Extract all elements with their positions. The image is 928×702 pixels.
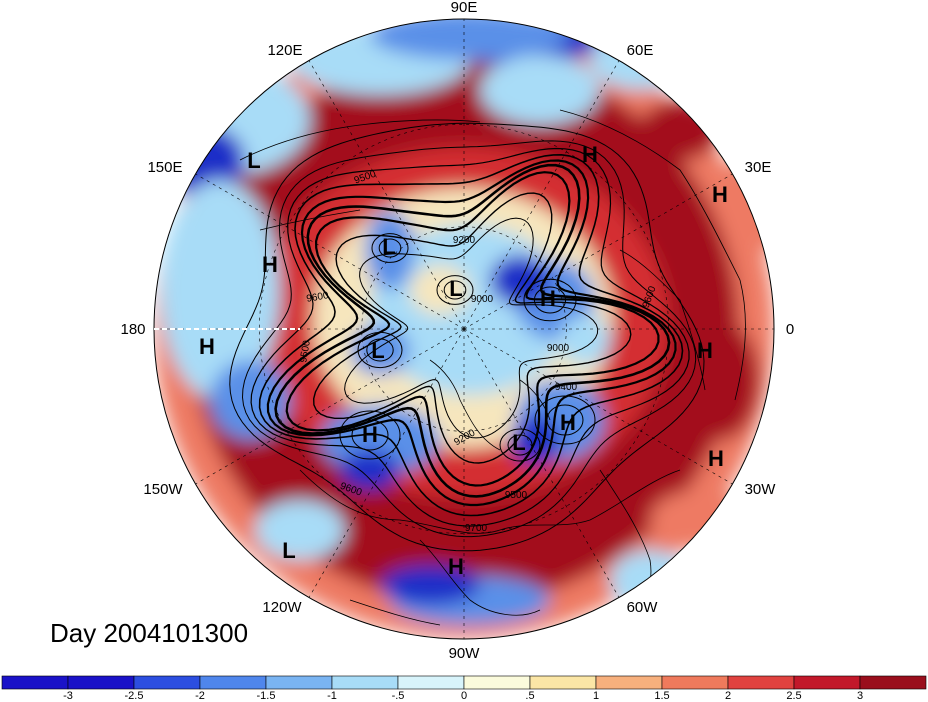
colorbar-tick-label: 0 bbox=[461, 690, 467, 702]
colorbar-swatch bbox=[793, 675, 861, 690]
low-pressure-marker: L bbox=[247, 148, 260, 173]
colorbar-swatch bbox=[859, 675, 927, 690]
colorbar-swatch bbox=[463, 675, 531, 690]
colorbar-tick-label: -1 bbox=[327, 690, 337, 702]
high-pressure-marker: H bbox=[560, 410, 576, 435]
colorbar-swatch bbox=[133, 675, 201, 690]
colorbar: -3 -2.5 -2 -1.5 -1 -.5 0 .5 1 1.5 2 2.5 3 bbox=[1, 675, 927, 702]
colorbar-swatch bbox=[661, 675, 729, 690]
high-pressure-marker: H bbox=[708, 446, 724, 471]
colorbar-swatch bbox=[1, 675, 69, 690]
low-pressure-marker: L bbox=[371, 338, 384, 363]
longitude-label: 60W bbox=[627, 599, 659, 616]
contour-label: 9500 bbox=[505, 490, 528, 501]
colorbar-tick-label: -2.5 bbox=[125, 690, 144, 702]
high-pressure-marker: H bbox=[448, 554, 464, 579]
high-pressure-marker: H bbox=[199, 334, 215, 359]
low-pressure-marker: L bbox=[449, 276, 462, 301]
colorbar-swatch bbox=[595, 675, 663, 690]
contour-label: 9600 bbox=[306, 290, 330, 305]
contour-label: 9200 bbox=[453, 235, 476, 246]
high-pressure-marker: H bbox=[362, 422, 378, 447]
pressure-system-markers: L H L H L H H H L H H H L H L H bbox=[199, 142, 728, 579]
longitude-label: 0 bbox=[786, 321, 794, 338]
day-label: Day 2004101300 bbox=[50, 618, 249, 648]
longitude-label: 150E bbox=[147, 159, 182, 176]
low-pressure-marker: L bbox=[512, 430, 525, 455]
longitude-label: 30W bbox=[745, 481, 777, 498]
colorbar-swatch bbox=[199, 675, 267, 690]
colorbar-tick-label: 1 bbox=[593, 690, 599, 702]
colorbar-swatch bbox=[529, 675, 597, 690]
anomaly-field bbox=[154, 19, 774, 639]
longitude-label: 30E bbox=[745, 159, 772, 176]
colorbar-tick-label: -2 bbox=[195, 690, 205, 702]
low-pressure-marker: L bbox=[382, 234, 395, 259]
colorbar-tick-label: 3 bbox=[857, 690, 863, 702]
high-pressure-marker: H bbox=[262, 252, 278, 277]
contour-label: 9000 bbox=[471, 294, 494, 305]
colorbar-swatch bbox=[727, 675, 795, 690]
colorbar-tick-label: 2.5 bbox=[786, 690, 801, 702]
colorbar-swatch bbox=[67, 675, 135, 690]
colorbar-tick-label: -1.5 bbox=[257, 690, 276, 702]
colorbar-tick-label: 1.5 bbox=[654, 690, 669, 702]
colorbar-tick-label: 2 bbox=[725, 690, 731, 702]
high-pressure-marker: H bbox=[540, 286, 556, 311]
high-pressure-marker: H bbox=[582, 142, 598, 167]
colorbar-tick-label: .5 bbox=[525, 690, 534, 702]
colorbar-tick-label: -3 bbox=[63, 690, 73, 702]
high-pressure-marker: H bbox=[697, 338, 713, 363]
low-pressure-marker: L bbox=[282, 538, 295, 563]
high-pressure-marker: H bbox=[712, 182, 728, 207]
contour-label: 9000 bbox=[547, 343, 570, 354]
colorbar-tick-label: -.5 bbox=[392, 690, 405, 702]
longitude-label: 60E bbox=[627, 42, 654, 59]
colorbar-swatch bbox=[265, 675, 333, 690]
longitude-label: 120W bbox=[262, 599, 302, 616]
longitude-labels: 90E 60E 30E 0 30W 60W 90W 120W 150W 180 150E 120E bbox=[120, 0, 794, 662]
contour-label: 9400 bbox=[555, 382, 578, 393]
coastlines bbox=[239, 109, 746, 626]
colorbar-swatch bbox=[331, 675, 399, 690]
longitude-label: 90W bbox=[449, 645, 481, 662]
contour-label: 9700 bbox=[465, 523, 488, 534]
longitude-label: 150W bbox=[143, 481, 183, 498]
longitude-label: 90E bbox=[451, 0, 478, 16]
longitude-label: 120E bbox=[267, 42, 302, 59]
longitude-label: 180 bbox=[120, 321, 145, 338]
contour-label: 9500 bbox=[298, 339, 313, 363]
colorbar-swatch bbox=[397, 675, 465, 690]
